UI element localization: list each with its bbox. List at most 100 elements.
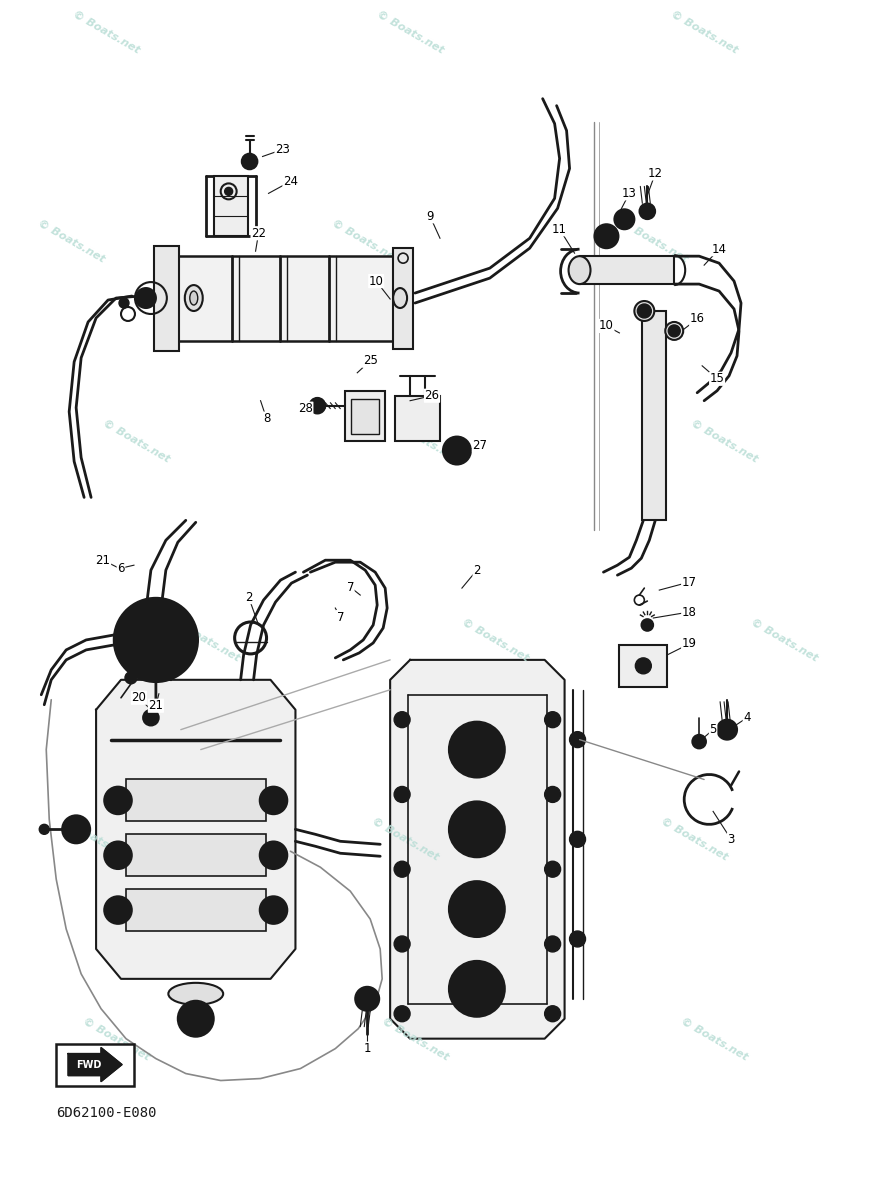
Bar: [126, 834, 266, 876]
Text: 8: 8: [262, 412, 270, 425]
Text: © Boats.net: © Boats.net: [171, 617, 242, 664]
Circle shape: [355, 986, 379, 1010]
Circle shape: [569, 931, 586, 947]
Text: 2: 2: [245, 590, 252, 604]
Circle shape: [110, 792, 126, 809]
Text: 16: 16: [690, 312, 705, 325]
Circle shape: [461, 893, 493, 925]
Text: © Boats.net: © Boats.net: [620, 218, 690, 264]
Bar: [642, 311, 667, 521]
Circle shape: [309, 397, 325, 414]
Bar: [393, 248, 413, 349]
Circle shape: [461, 733, 493, 766]
Text: © Boats.net: © Boats.net: [749, 617, 819, 664]
Circle shape: [545, 712, 561, 727]
Text: © Boats.net: © Boats.net: [390, 418, 461, 464]
Text: © Boats.net: © Boats.net: [101, 418, 171, 464]
Circle shape: [637, 304, 651, 318]
Text: © Boats.net: © Boats.net: [330, 218, 401, 264]
Bar: [154, 246, 179, 350]
Circle shape: [225, 187, 233, 196]
Text: 5: 5: [709, 724, 717, 736]
Text: © Boats.net: © Boats.net: [71, 8, 142, 55]
Bar: [580, 256, 674, 284]
Circle shape: [136, 288, 156, 308]
Circle shape: [104, 841, 132, 869]
Circle shape: [640, 203, 655, 220]
Text: 19: 19: [681, 637, 697, 650]
Circle shape: [186, 1009, 206, 1028]
Text: © Boats.net: © Boats.net: [375, 8, 446, 55]
Text: © Boats.net: © Boats.net: [61, 816, 132, 863]
Circle shape: [449, 881, 505, 937]
Polygon shape: [96, 680, 295, 979]
Polygon shape: [390, 660, 565, 1039]
Circle shape: [450, 444, 464, 457]
Circle shape: [266, 902, 282, 918]
Circle shape: [104, 896, 132, 924]
Circle shape: [260, 786, 288, 815]
Circle shape: [470, 982, 484, 996]
Circle shape: [242, 154, 257, 169]
Bar: [176, 256, 395, 341]
Circle shape: [395, 712, 410, 727]
Circle shape: [395, 1006, 410, 1021]
Text: 25: 25: [362, 354, 378, 367]
Circle shape: [569, 832, 586, 847]
Circle shape: [110, 902, 126, 918]
Text: 13: 13: [622, 187, 637, 200]
Circle shape: [601, 232, 612, 241]
Circle shape: [717, 720, 737, 739]
Bar: [620, 644, 667, 686]
Ellipse shape: [666, 322, 683, 340]
Text: © Boats.net: © Boats.net: [689, 418, 760, 464]
Text: 20: 20: [131, 691, 146, 704]
Polygon shape: [68, 1048, 122, 1081]
Ellipse shape: [634, 301, 654, 320]
Circle shape: [63, 815, 90, 844]
Bar: [351, 398, 379, 433]
Text: 11: 11: [552, 223, 567, 235]
Circle shape: [614, 209, 634, 229]
Ellipse shape: [185, 286, 202, 311]
Circle shape: [443, 437, 471, 464]
Bar: [56, 1044, 134, 1086]
Circle shape: [395, 936, 410, 952]
Circle shape: [110, 847, 126, 863]
Ellipse shape: [393, 288, 407, 308]
Text: 23: 23: [275, 143, 290, 156]
Text: 27: 27: [473, 439, 488, 452]
Text: © Boats.net: © Boats.net: [380, 1015, 451, 1062]
Circle shape: [461, 814, 493, 845]
Bar: [126, 780, 266, 821]
Text: 18: 18: [682, 606, 697, 618]
Circle shape: [545, 862, 561, 877]
Text: 12: 12: [647, 167, 663, 180]
Circle shape: [470, 822, 484, 836]
Text: 15: 15: [710, 372, 725, 385]
Circle shape: [693, 734, 706, 749]
Text: 6: 6: [117, 562, 125, 575]
Circle shape: [266, 847, 282, 863]
Circle shape: [104, 786, 132, 815]
Text: 10: 10: [599, 319, 614, 332]
Ellipse shape: [568, 256, 591, 284]
Circle shape: [668, 325, 680, 337]
Circle shape: [449, 802, 505, 857]
Circle shape: [545, 1006, 561, 1021]
Text: 21: 21: [149, 700, 163, 713]
Circle shape: [635, 658, 651, 674]
Circle shape: [449, 721, 505, 778]
Circle shape: [143, 709, 159, 726]
Circle shape: [470, 743, 484, 756]
Circle shape: [545, 936, 561, 952]
Bar: [395, 396, 440, 440]
Ellipse shape: [169, 983, 223, 1004]
Circle shape: [641, 619, 653, 631]
Text: 10: 10: [368, 275, 383, 288]
Text: 14: 14: [712, 242, 726, 256]
Text: 9: 9: [427, 210, 434, 223]
Circle shape: [461, 973, 493, 1004]
Circle shape: [39, 824, 50, 834]
Text: 24: 24: [283, 175, 298, 188]
